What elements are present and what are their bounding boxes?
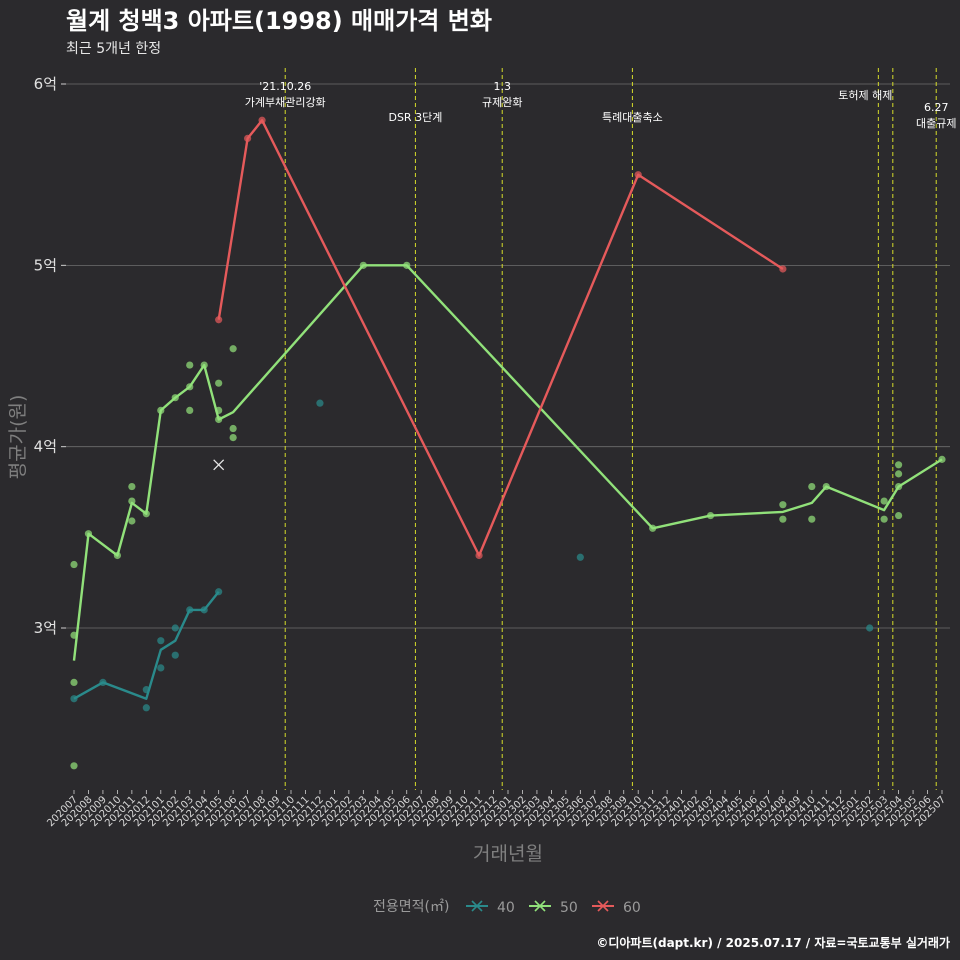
point-40-1 [99,678,107,686]
point-60-4 [634,171,642,179]
point-50-18 [215,415,223,424]
point-60-0 [215,316,223,324]
caption: ©디아파트(dapt.kr) / 2025.07.17 / 자료=국토교통부 실… [596,935,950,950]
event-label-4-0: 토허제 해제 [838,88,892,102]
point-50-15 [200,361,208,369]
point-40-7 [171,624,179,632]
point-40-3 [142,704,150,712]
point-50-1 [70,631,78,639]
point-50-28 [808,482,816,491]
series-line-40 [73,590,220,700]
point-50-14 [186,406,194,415]
point-40-2 [142,686,150,694]
legend-x2-60 [597,900,609,912]
event-label-6-0: 6.27 [924,101,949,114]
event-label-3-0: 특례대출축소 [602,111,663,124]
series-points [70,116,946,770]
point-50-34 [895,470,903,478]
point-50-37 [938,455,946,463]
y-tick-label-0: 3억 [34,619,57,637]
point-50-35 [895,482,903,491]
legend-x2-40 [471,900,483,912]
legend-label-40: 40 [497,900,515,916]
legend-key-60 [592,900,614,912]
point-50-11 [171,394,179,402]
point-40-10 [215,588,223,596]
legend-key-40 [466,900,488,912]
point-60-1 [244,134,252,143]
point-50-27 [779,515,787,523]
point-50-10 [157,406,165,415]
point-50-7 [128,497,136,505]
cross-marker-50-0 [213,459,225,471]
point-60-2 [258,116,266,124]
point-50-31 [880,497,888,505]
point-50-30 [822,482,830,491]
event-label-2-1: 규제완화 [482,96,522,109]
point-50-33 [895,461,903,469]
legend-label-50: 50 [560,900,578,916]
point-40-11 [316,399,324,407]
point-40-0 [70,695,78,703]
point-50-8 [128,517,136,525]
legend-title: 전용면적(㎡) [373,899,449,915]
point-50-4 [84,530,93,538]
gridlines [66,83,950,629]
point-40-6 [171,651,179,659]
point-50-19 [229,345,237,353]
cross-stroke-b [213,459,225,471]
point-50-0 [70,560,78,569]
point-50-5 [113,551,121,560]
point-40-13 [866,624,874,632]
point-40-9 [200,606,208,614]
point-50-17 [215,406,223,415]
legend-x2-50 [534,900,546,912]
point-60-3 [475,551,483,560]
legend-label-60: 60 [623,900,641,916]
point-50-36 [895,511,903,520]
point-50-12 [186,361,194,369]
point-40-8 [186,606,194,614]
series-line-50 [72,264,943,661]
event-label-6-1: 대출규제 [916,117,956,130]
chart-title: 월계 청백3 아파트(1998) 매매가격 변화 [66,7,492,35]
event-label-1-0: DSR 3단계 [388,111,442,124]
point-50-32 [880,515,888,523]
point-50-9 [142,510,150,518]
point-50-29 [808,515,816,523]
event-label-2-0: 1.3 [493,80,511,93]
series-line-60 [217,119,784,557]
point-50-25 [706,511,715,520]
point-50-23 [403,261,411,269]
event-label-0-1: 가계부채관리강화 [245,96,326,109]
point-50-2 [70,678,78,686]
point-60-5 [779,265,787,273]
y-tick-label-1: 4억 [34,438,57,456]
point-50-16 [215,379,223,387]
point-50-6 [128,482,136,491]
y-tick-label-2: 5억 [34,256,57,274]
point-50-22 [359,261,367,269]
point-50-26 [779,501,787,509]
y-tick-label-3: 6억 [34,75,57,93]
chart-subtitle: 최근 5개년 한정 [66,41,161,57]
event-label-0-0: '21.10.26 [259,80,311,93]
y-axis-ticks: 3억 4억 5억 6억 [34,75,66,637]
point-50-21 [229,434,237,442]
legend: 전용면적(㎡) 40 50 60 [373,899,641,916]
x-axis-title: 거래년월 [473,843,543,865]
legend-key-50 [529,900,551,912]
point-40-12 [576,553,584,561]
point-40-5 [157,664,165,672]
point-50-20 [229,424,237,433]
point-40-4 [157,637,165,645]
x-axis-ticks: 2020072020082020092020102020112020122021… [45,790,948,829]
point-50-24 [649,524,657,532]
y-axis-title: 평균가(원) [7,395,29,480]
point-50-3 [70,762,78,770]
point-50-13 [186,383,194,391]
